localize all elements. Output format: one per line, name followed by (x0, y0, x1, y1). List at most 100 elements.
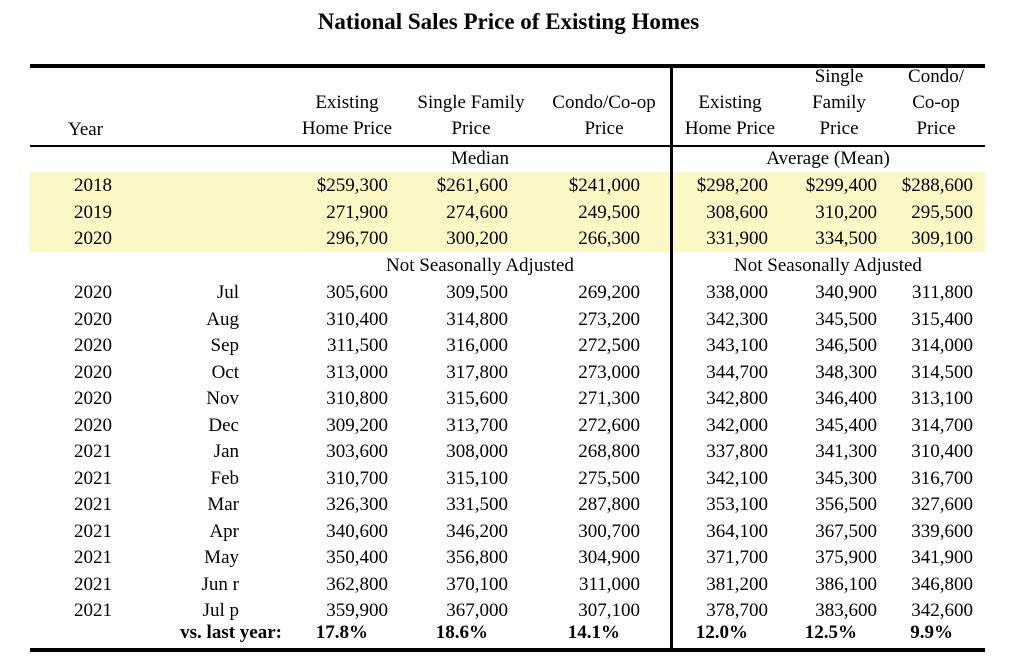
row-value: 371,700 (706, 547, 768, 568)
row-year: 2020 (74, 388, 112, 409)
row-value: 268,800 (578, 441, 640, 462)
row-month: Sep (210, 335, 240, 356)
row-value: 345,500 (815, 308, 877, 330)
row-value: 341,300 (815, 441, 877, 462)
row-month: Jan (213, 441, 239, 462)
row-value: 266,300 (578, 228, 640, 249)
row-value: 311,500 (326, 335, 388, 356)
row-year: 2020 (74, 308, 112, 330)
row-month: May (204, 547, 239, 568)
column-divider (670, 64, 673, 652)
row-value: $261,600 (436, 175, 508, 196)
row-value: 346,200 (446, 520, 508, 542)
label-nsa-left: Not Seasonally Adjusted (386, 255, 574, 276)
footer-value: 17.8% (315, 622, 368, 643)
row-value: 314,800 (446, 308, 508, 330)
row-year: 2020 (74, 282, 112, 303)
row-value: 345,300 (815, 467, 877, 489)
row-month: Dec (208, 414, 239, 436)
label-median: Median (450, 148, 510, 169)
row-value: 350,400 (326, 547, 388, 568)
row-value: 339,600 (911, 520, 973, 542)
label-nsa-right: Not Seasonally Adjusted (734, 255, 922, 276)
bottom-rule (30, 648, 985, 652)
row-value: 315,100 (446, 467, 508, 489)
row-value: 346,800 (911, 573, 973, 595)
header-year: Year (68, 119, 104, 140)
label-average: Average (Mean) (766, 148, 890, 169)
row-value: 271,300 (578, 388, 640, 409)
row-value: $241,000 (568, 175, 640, 196)
row-value: 310,700 (326, 467, 388, 489)
row-year: 2021 (74, 600, 112, 621)
row-month: Nov (206, 388, 239, 409)
row-value: 310,400 (326, 308, 388, 330)
row-month: Feb (210, 467, 240, 489)
row-value: 296,700 (326, 228, 388, 249)
row-year: 2020 (74, 361, 112, 383)
row-month: Jul (216, 282, 239, 303)
row-value: 309,100 (911, 228, 973, 249)
row-value: 367,500 (815, 520, 877, 542)
row-year: 2021 (74, 467, 112, 489)
row-value: 272,600 (578, 414, 640, 436)
row-value: 316,700 (911, 467, 973, 489)
row-value: 327,600 (911, 494, 973, 515)
row-value: 341,900 (911, 547, 973, 568)
header-avg-condo: Condo/Co-op Price (908, 66, 964, 139)
row-year: 2021 (74, 441, 112, 462)
row-value: 273,200 (578, 308, 640, 330)
row-value: 274,600 (446, 201, 508, 223)
row-value: 313,000 (326, 361, 388, 383)
row-value: 249,500 (578, 201, 640, 223)
row-year: 2019 (74, 201, 112, 223)
row-value: 343,100 (706, 335, 768, 356)
footer-value: 14.1% (567, 622, 620, 643)
row-year: 2020 (74, 414, 112, 436)
table-title: National Sales Price of Existing Homes (317, 9, 700, 34)
row-month: Mar (207, 494, 239, 515)
row-value: 311,800 (911, 282, 973, 303)
annual-rows-highlight (30, 172, 985, 252)
row-value: 315,600 (446, 388, 508, 409)
row-year: 2021 (74, 494, 112, 515)
row-month: Jul p (202, 600, 239, 621)
row-year: 2021 (74, 547, 112, 568)
row-value: 348,300 (815, 361, 877, 383)
row-month: Jun r (201, 573, 239, 595)
row-year: 2020 (74, 228, 112, 249)
row-value: 345,400 (815, 414, 877, 436)
row-value: 310,800 (326, 388, 388, 409)
row-value: 386,100 (815, 573, 877, 595)
row-value: 308,600 (706, 201, 768, 223)
row-value: 375,900 (815, 547, 877, 568)
header-avg-single-family: Single Family Price (812, 66, 866, 139)
row-value: 383,600 (815, 600, 877, 621)
row-value: 311,000 (578, 573, 640, 595)
row-value: 359,900 (326, 600, 388, 621)
row-value: 307,100 (578, 600, 640, 621)
row-month: Apr (209, 520, 239, 542)
row-value: 342,000 (706, 414, 768, 436)
row-value: 367,000 (446, 600, 508, 621)
header-single-family: Single Family Price (417, 92, 525, 139)
row-year: 2018 (74, 175, 112, 196)
row-value: 287,800 (578, 494, 640, 515)
row-year: 2020 (74, 335, 112, 356)
row-month: Aug (206, 308, 239, 330)
row-value: 340,600 (326, 520, 388, 542)
row-value: 313,100 (911, 388, 973, 409)
row-value: 317,800 (446, 361, 508, 383)
footer-value: 12.0% (695, 622, 748, 643)
row-value: 381,200 (706, 573, 768, 595)
row-value: 300,700 (578, 520, 640, 542)
row-month: Oct (211, 361, 239, 383)
row-value: 316,000 (446, 335, 508, 356)
row-value: 275,500 (578, 467, 640, 489)
row-value: 362,800 (326, 573, 388, 595)
row-value: 342,300 (706, 308, 768, 330)
row-value: $288,600 (901, 175, 973, 196)
row-year: 2021 (74, 520, 112, 542)
row-value: 310,200 (815, 201, 877, 223)
row-value: 273,000 (578, 361, 640, 383)
